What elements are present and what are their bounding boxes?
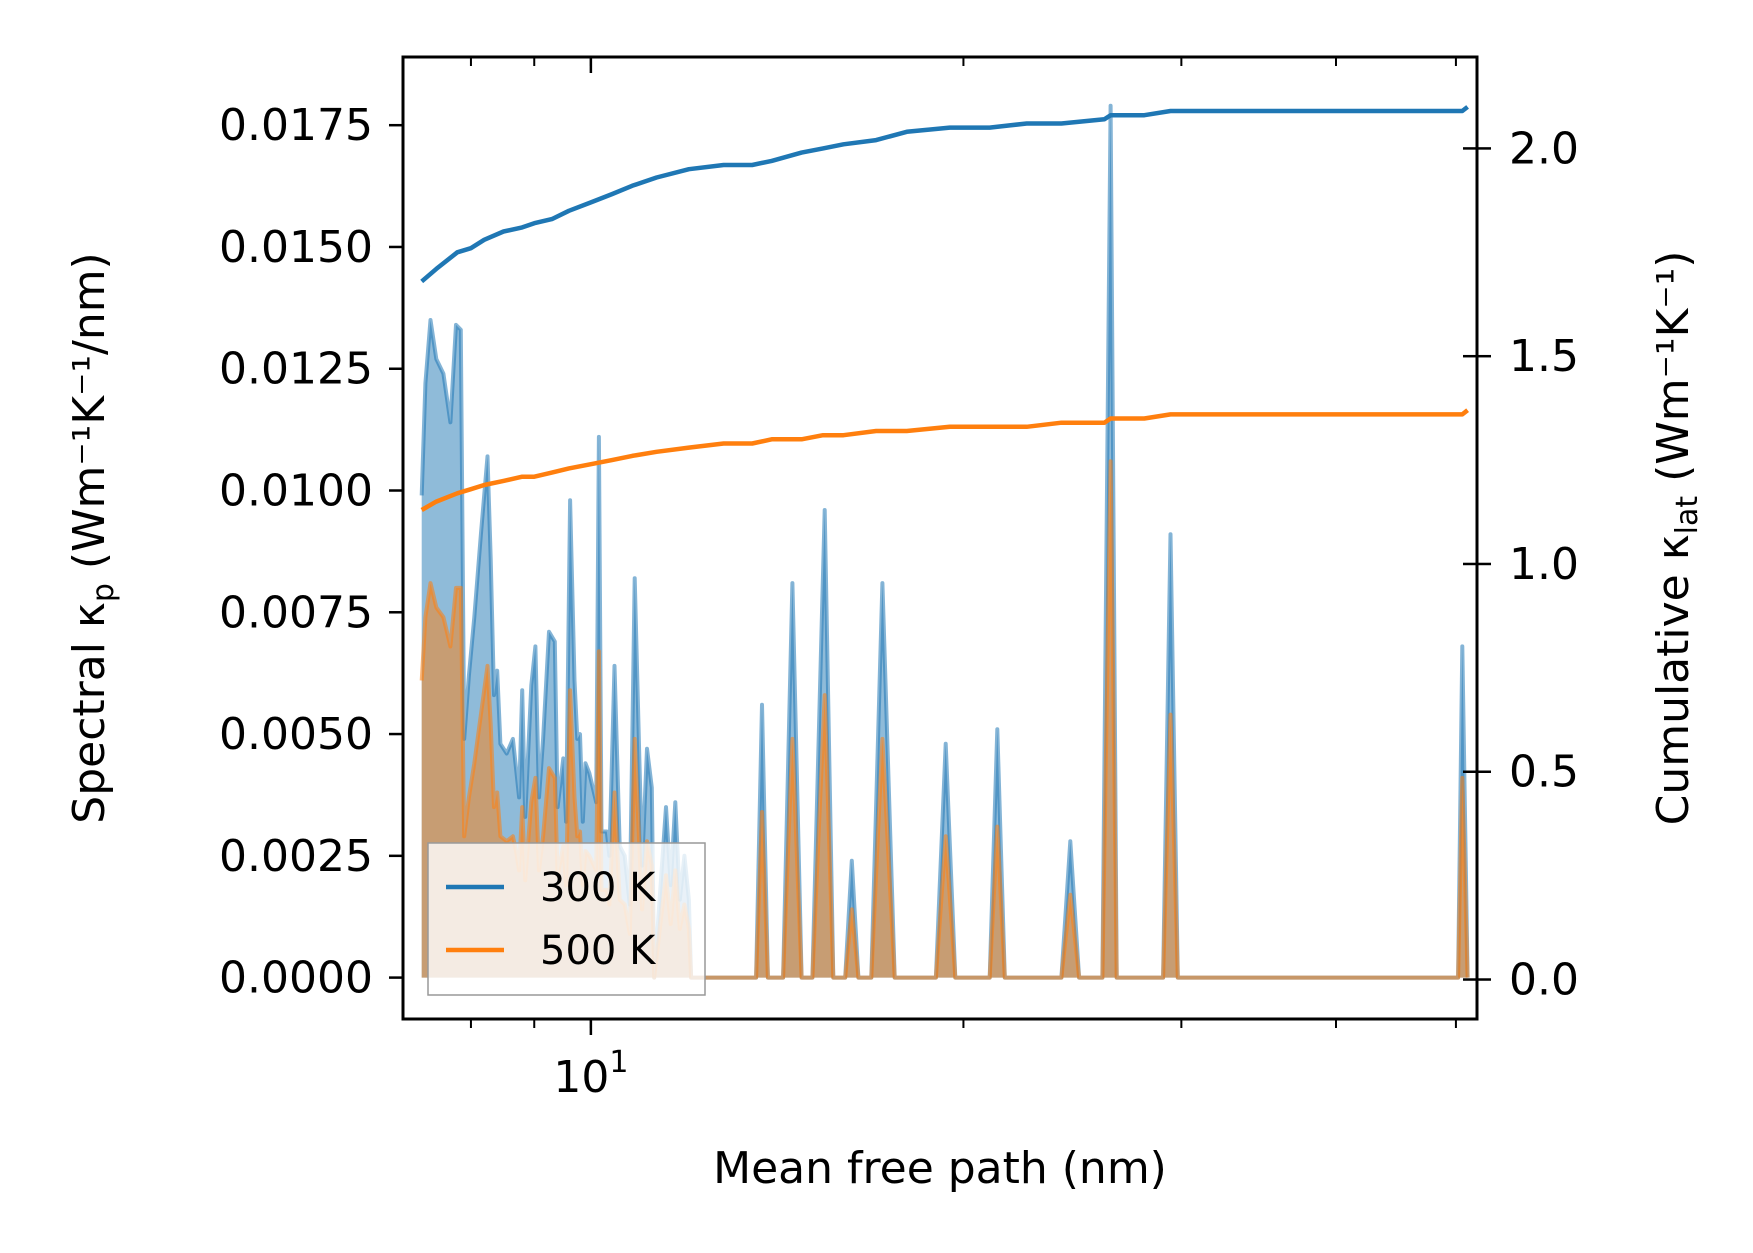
left-y-tick-label: 0.0075	[219, 587, 373, 638]
plot-frame	[401, 55, 1479, 1021]
left-y-tick-label: 0.0025	[219, 831, 373, 882]
ticks-layer: 0.00000.00250.00500.00750.01000.01250.01…	[219, 57, 1579, 1103]
cumulative-series-layer	[420, 105, 1469, 512]
left-y-axis-title: Spectral κp (Wm⁻¹K⁻¹/nm)	[64, 252, 121, 823]
left-y-tick-label: 0.0100	[219, 466, 373, 517]
right-y-tick-label: 0.0	[1509, 955, 1579, 1006]
legend-label-500k: 500 K	[540, 928, 657, 974]
right-y-tick-label: 1.0	[1509, 539, 1579, 590]
right-y-tick-label: 1.5	[1509, 331, 1579, 382]
right-y-tick-label: 0.5	[1509, 747, 1579, 798]
cumulative-line-500k	[420, 408, 1469, 512]
right-y-tick-label: 2.0	[1509, 123, 1579, 174]
right-y-axis-title: Cumulative κlat (Wm⁻¹K⁻¹)	[1648, 251, 1705, 826]
left-y-tick-label: 0.0050	[219, 709, 373, 760]
legend-label-300k: 300 K	[540, 865, 657, 911]
x-axis-title: Mean free path (nm)	[713, 1143, 1167, 1194]
left-y-tick-label: 0.0175	[219, 100, 373, 151]
legend: 300 K 500 K	[427, 842, 706, 996]
left-y-tick-label: 0.0125	[219, 344, 373, 395]
cumulative-line-300k	[420, 105, 1469, 284]
legend-box	[427, 842, 706, 996]
left-y-tick-label: 0.0150	[219, 222, 373, 273]
x-tick-label: 101	[553, 1045, 628, 1103]
left-y-tick-label: 0.0000	[219, 953, 373, 1004]
